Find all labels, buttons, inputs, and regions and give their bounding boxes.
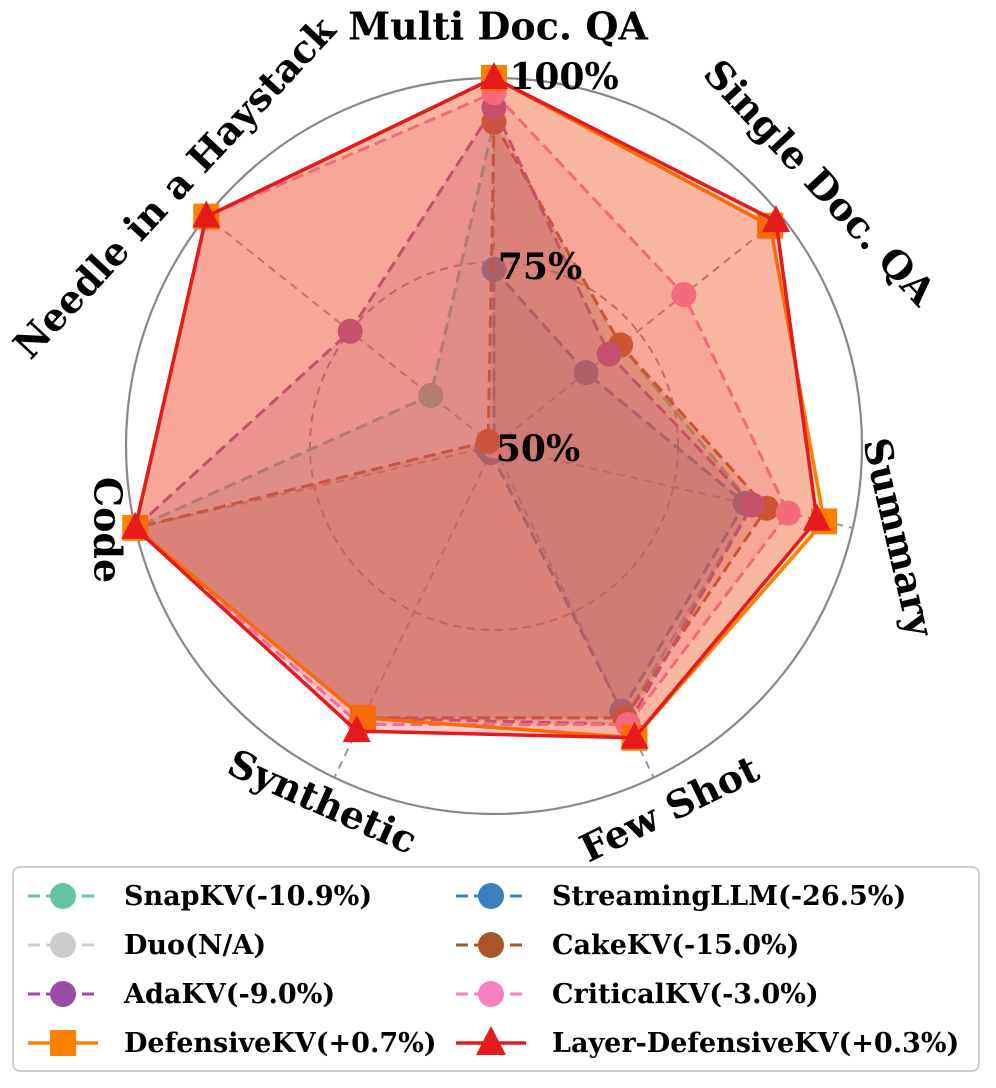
data-point-layer-defensivekv-0-3-code bbox=[121, 511, 150, 539]
series-layer bbox=[121, 62, 838, 751]
axis-spoke-summary bbox=[493, 445, 853, 529]
series-line-adakv-9-0 bbox=[133, 105, 754, 726]
legend-label-cakekv: CakeKV(-15.0%) bbox=[552, 929, 800, 961]
legend-marker bbox=[478, 883, 504, 909]
series-area-streamingllm-26-5 bbox=[486, 269, 746, 712]
series-line-layer-defensivekv-0-3 bbox=[133, 76, 819, 740]
legend-item-duo: Duo(N/A) bbox=[24, 923, 266, 967]
axis-label-multi-doc-qa: Multi Doc. QA bbox=[348, 4, 648, 49]
grid-circle-75 bbox=[309, 261, 679, 631]
legend-swatch-duo bbox=[28, 932, 98, 958]
data-point-layer-defensivekv-0-3-few-shot bbox=[620, 721, 649, 749]
legend-label-snapkv: SnapKV(-10.9%) bbox=[124, 880, 373, 912]
legend-label-duo: Duo(N/A) bbox=[124, 929, 267, 961]
data-point-streamingllm-26-5-single-doc-qa bbox=[573, 360, 599, 386]
legend-marker bbox=[50, 1030, 76, 1056]
axis-label-synthetic: Synthetic bbox=[221, 740, 424, 863]
axis-spoke-synthetic bbox=[333, 445, 495, 778]
legend-label-criticalkv: CriticalKV(-3.0%) bbox=[552, 978, 819, 1010]
axis-label-summary: Summary bbox=[854, 434, 944, 642]
axis-spoke-few-shot bbox=[493, 445, 655, 778]
data-point-snapkv-10-9-needle-in-a-haystack bbox=[418, 383, 444, 409]
legend-item-cakekv: CakeKV(-15.0%) bbox=[452, 923, 799, 967]
legend-item-criticalkv: CriticalKV(-3.0%) bbox=[452, 972, 819, 1016]
series-area-criticalkv-3-0 bbox=[135, 92, 789, 725]
legend-swatch-cakekv bbox=[456, 932, 526, 958]
series-area-cakekv-15-0 bbox=[135, 122, 767, 718]
axis-label-few-shot: Few Shot bbox=[573, 746, 767, 866]
data-point-criticalkv-3-0-summary bbox=[775, 500, 801, 526]
data-point-cakekv-15-0-needle-in-a-haystack bbox=[475, 428, 501, 454]
legend-marker bbox=[50, 932, 76, 958]
tick-label-100: 100% bbox=[509, 56, 618, 98]
axis-label-code: Code bbox=[86, 477, 131, 583]
legend-marker bbox=[478, 981, 504, 1007]
data-point-adakv-9-0-needle-in-a-haystack bbox=[337, 318, 363, 344]
data-point-layer-defensivekv-0-3-multi-doc-qa bbox=[480, 62, 508, 89]
legend-swatch-defensivekv bbox=[28, 1030, 98, 1056]
legend-swatch-layer-defensivekv bbox=[456, 1026, 526, 1055]
series-area-snapkv-10-9 bbox=[135, 122, 753, 718]
data-point-layer-defensivekv-0-3-needle-in-a-haystack bbox=[192, 200, 221, 228]
data-point-layer-defensivekv-0-3-summary bbox=[802, 503, 831, 531]
legend-marker bbox=[50, 981, 76, 1007]
legend-marker bbox=[50, 883, 76, 909]
legend: SnapKV(-10.9%) StreamingLLM(-26.5%) Duo(… bbox=[12, 866, 980, 1072]
legend-swatch-snapkv bbox=[28, 883, 98, 909]
legend-label-streamingllm: StreamingLLM(-26.5%) bbox=[552, 880, 907, 912]
legend-item-streamingllm: StreamingLLM(-26.5%) bbox=[452, 874, 906, 918]
axis-spoke-code bbox=[135, 445, 495, 529]
legend-marker bbox=[478, 932, 504, 958]
data-point-criticalkv-3-0-single-doc-qa bbox=[671, 282, 697, 308]
data-point-layer-defensivekv-0-3-synthetic bbox=[342, 715, 371, 743]
legend-item-snapkv: SnapKV(-10.9%) bbox=[24, 874, 372, 918]
series-area-layer-defensivekv-0-3 bbox=[135, 78, 817, 738]
series-area-adakv-9-0 bbox=[135, 107, 753, 725]
legend-marker bbox=[476, 1026, 506, 1055]
legend-swatch-streamingllm bbox=[456, 883, 526, 909]
legend-item-layer-defensivekv: Layer-DefensiveKV(+0.3%) bbox=[452, 1021, 959, 1065]
legend-item-adakv: AdaKV(-9.0%) bbox=[24, 972, 335, 1016]
data-point-adakv-9-0-single-doc-qa bbox=[596, 341, 622, 367]
series-area-defensivekv-0-7 bbox=[135, 78, 825, 738]
data-point-adakv-9-0-summary bbox=[739, 492, 765, 518]
data-point-layer-defensivekv-0-3-single-doc-qa bbox=[761, 205, 790, 233]
legend-item-defensivekv: DefensiveKV(+0.7%) bbox=[24, 1021, 437, 1065]
tick-label-50: 50% bbox=[496, 428, 580, 470]
series-line-criticalkv-3-0 bbox=[133, 91, 790, 726]
series-layer-defensivekv-0-3 bbox=[121, 62, 831, 749]
legend-swatch-criticalkv bbox=[456, 981, 526, 1007]
legend-label-adakv: AdaKV(-9.0%) bbox=[124, 978, 336, 1010]
series-line-cakekv-15-0 bbox=[133, 120, 769, 720]
legend-label-layer-defensivekv: Layer-DefensiveKV(+0.3%) bbox=[552, 1027, 960, 1059]
axis-spoke-single-doc-qa bbox=[493, 215, 783, 447]
data-point-streamingllm-26-5-multi-doc-qa bbox=[481, 256, 507, 282]
legend-label-defensivekv: DefensiveKV(+0.7%) bbox=[124, 1027, 437, 1059]
tick-label-75: 75% bbox=[498, 246, 582, 288]
legend-swatch-adakv bbox=[28, 981, 98, 1007]
